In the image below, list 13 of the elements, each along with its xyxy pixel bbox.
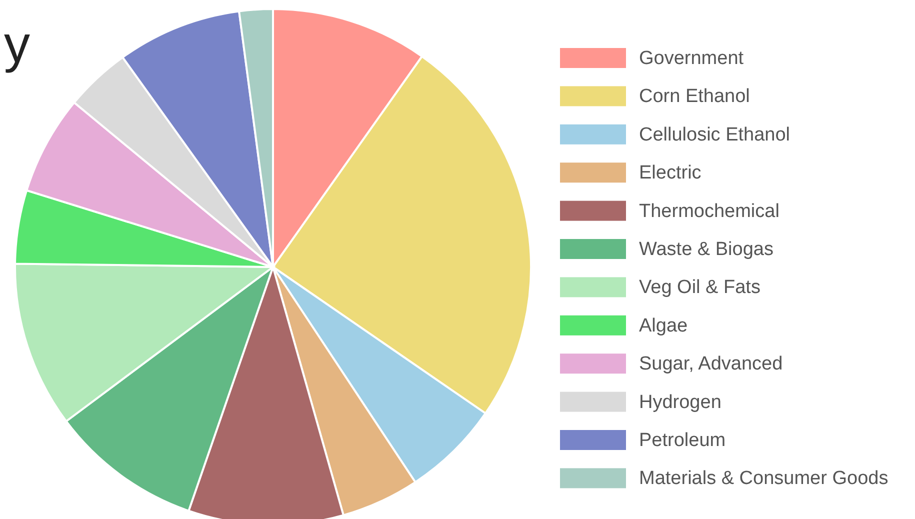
legend-label: Waste & Biogas	[639, 239, 774, 260]
legend-label: Government	[639, 48, 744, 69]
legend-label: Hydrogen	[639, 392, 722, 413]
chart-title: y	[4, 16, 30, 74]
legend-label: Veg Oil & Fats	[639, 277, 760, 298]
legend-label: Petroleum	[639, 430, 726, 451]
legend-label: Cellulosic Ethanol	[639, 124, 790, 146]
legend-label: Corn Ethanol	[639, 86, 750, 108]
legend-label: Materials & Consumer Goods	[639, 468, 888, 490]
legend-label: Electric	[639, 162, 702, 184]
legend-label: Algae	[639, 315, 688, 336]
legend-label: Thermochemical	[639, 200, 780, 222]
legend-label: Sugar, Advanced	[639, 354, 783, 375]
